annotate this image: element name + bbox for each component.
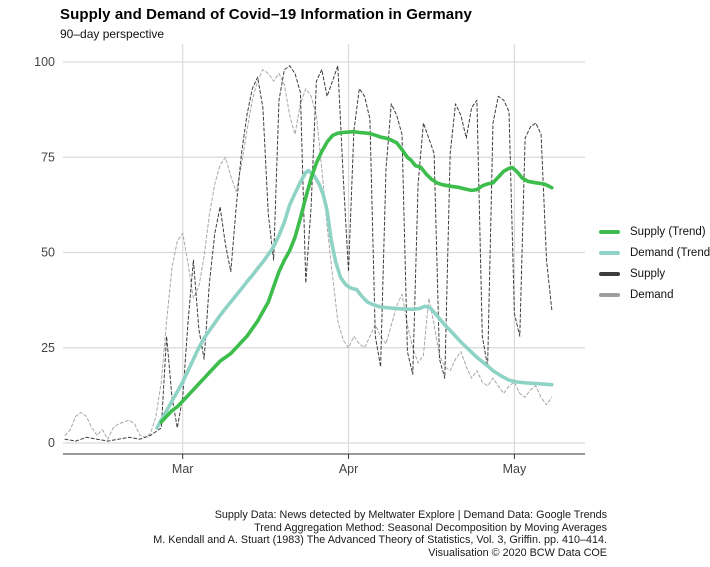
supply-trend-key-icon xyxy=(599,229,620,234)
caption-line-method: Trend Aggregation Method: Seasonal Decom… xyxy=(254,521,607,534)
legend-item-supply: Supply xyxy=(599,263,710,284)
y-tick-label: 100 xyxy=(34,55,55,69)
x-tick-label: Apr xyxy=(339,462,358,476)
legend-label-supply: Supply xyxy=(630,267,666,280)
demand-key-icon xyxy=(599,292,620,297)
demand-trend-line xyxy=(155,168,554,430)
chart-subtitle: 90–day perspective xyxy=(60,27,165,41)
legend-label-demand-trend: Demand (Trend) xyxy=(630,246,710,259)
x-tick-label: Mar xyxy=(172,462,194,476)
supply-key-icon xyxy=(599,271,620,276)
legend-label-demand: Demand xyxy=(630,288,674,301)
legend-label-supply-trend: Supply (Trend) xyxy=(630,225,706,238)
demand-line xyxy=(64,69,553,440)
legend-item-demand-trend: Demand (Trend) xyxy=(599,242,710,263)
caption-line-credit: Visualisation © 2020 BCW Data COE xyxy=(428,546,607,559)
supply-trend-line xyxy=(159,129,554,424)
caption-line-reference: M. Kendall and A. Stuart (1983) The Adva… xyxy=(153,534,607,547)
caption-line-sources: Supply Data: News detected by Meltwater … xyxy=(214,509,607,521)
x-tick-label: May xyxy=(503,462,527,476)
legend-item-demand: Demand xyxy=(599,284,710,305)
caption: Supply Data: News detected by Meltwater … xyxy=(0,509,607,559)
demand-trend-key-icon xyxy=(599,250,620,255)
y-tick-label: 25 xyxy=(41,341,55,355)
legend-item-supply-trend: Supply (Trend) xyxy=(599,221,710,242)
supply-line xyxy=(64,65,553,442)
y-tick-label: 50 xyxy=(41,246,55,260)
y-tick-label: 75 xyxy=(41,150,55,164)
y-tick-label: 0 xyxy=(48,436,55,450)
chart-title: Supply and Demand of Covid–19 Informatio… xyxy=(60,6,472,23)
legend: Supply (Trend) Demand (Trend) Supply Dem… xyxy=(599,221,710,305)
